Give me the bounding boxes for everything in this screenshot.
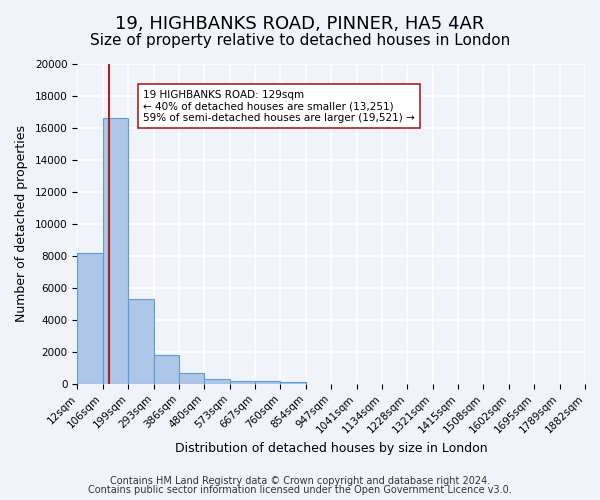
Bar	[205, 379, 230, 384]
X-axis label: Distribution of detached houses by size in London: Distribution of detached houses by size …	[175, 442, 488, 455]
Text: 19, HIGHBANKS ROAD, PINNER, HA5 4AR: 19, HIGHBANKS ROAD, PINNER, HA5 4AR	[115, 15, 485, 33]
Text: Size of property relative to detached houses in London: Size of property relative to detached ho…	[90, 32, 510, 48]
Bar	[154, 355, 179, 384]
Text: 19 HIGHBANKS ROAD: 129sqm
← 40% of detached houses are smaller (13,251)
59% of s: 19 HIGHBANKS ROAD: 129sqm ← 40% of detac…	[143, 90, 415, 123]
Y-axis label: Number of detached properties: Number of detached properties	[15, 126, 28, 322]
Bar	[77, 252, 103, 384]
Bar	[103, 118, 128, 384]
Text: Contains HM Land Registry data © Crown copyright and database right 2024.: Contains HM Land Registry data © Crown c…	[110, 476, 490, 486]
Bar	[255, 382, 280, 384]
Bar	[230, 380, 255, 384]
Text: Contains public sector information licensed under the Open Government Licence v3: Contains public sector information licen…	[88, 485, 512, 495]
Bar	[128, 299, 154, 384]
Bar	[179, 372, 205, 384]
Bar	[280, 382, 306, 384]
